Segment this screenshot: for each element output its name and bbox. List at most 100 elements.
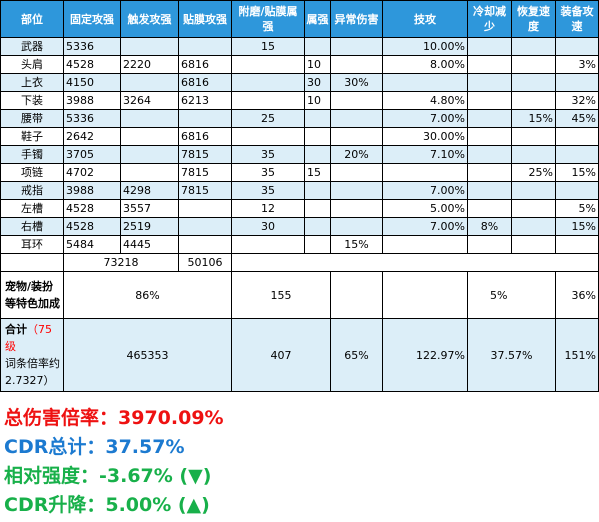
slot-name-cell: 戒指 <box>0 181 64 200</box>
table-cell <box>231 55 305 74</box>
table-cell: 10 <box>304 91 331 110</box>
table-cell <box>330 91 383 110</box>
table-cell <box>467 91 512 110</box>
table-cell: 4528 <box>63 55 121 74</box>
table-cell <box>467 199 512 218</box>
table-cell <box>120 37 179 56</box>
header-row: 部位 固定攻强 触发攻强 贴膜攻强 附磨/贴膜属强 属强 异常伤害 技攻 冷却减少 恢复速度 装备攻… <box>0 0 599 38</box>
bonus-speed: 36% <box>555 271 599 319</box>
table-row: 鞋子 2642 6816 30.00% <box>0 127 599 146</box>
summary-total-damage: 总伤害倍率：3970.09% <box>4 407 224 429</box>
table-cell <box>511 145 556 164</box>
table-cell: 7815 <box>178 163 232 182</box>
table-row: 武器 5336 15 10.00% <box>0 37 599 56</box>
header-cell: 附磨/贴膜属强 <box>231 0 305 38</box>
table-cell: 5.00% <box>382 199 468 218</box>
summary-cdr-change: CDR升降：5.00% (▲) <box>4 494 210 516</box>
table-cell: 6816 <box>178 127 232 146</box>
table-cell: 6816 <box>178 73 232 92</box>
bonus-cd: 5% <box>467 271 556 319</box>
table-cell: 7815 <box>178 145 232 164</box>
table-cell: 3988 <box>63 91 121 110</box>
table-cell <box>330 163 383 182</box>
table-cell <box>330 199 383 218</box>
table-cell: 4528 <box>63 199 121 218</box>
slot-name-cell: 耳环 <box>0 235 64 254</box>
total-label-main: 合计 <box>5 323 27 336</box>
total-row: 合计（75级 词条倍率约2.7327） 465353 407 65% 122.97… <box>0 318 599 392</box>
table-cell: 30 <box>304 73 331 92</box>
table-cell <box>511 181 556 200</box>
table-cell: 25% <box>511 163 556 182</box>
table-cell: 45% <box>555 109 599 128</box>
table-cell <box>511 235 556 254</box>
table-cell: 12 <box>231 199 305 218</box>
slot-name-cell: 手镯 <box>0 145 64 164</box>
total-label-rest: 词条倍率约2.7327） <box>5 357 60 387</box>
table-cell <box>467 73 512 92</box>
subtotal-fixed-trigger: 73218 <box>63 253 179 272</box>
table-cell: 3% <box>555 55 599 74</box>
bonus-elem: 155 <box>231 271 331 319</box>
slot-name-cell: 右槽 <box>0 217 64 236</box>
table-cell <box>511 55 556 74</box>
total-label-level: （75级 <box>5 323 52 353</box>
table-cell <box>555 145 599 164</box>
total-speed: 151% <box>555 318 599 392</box>
table-cell: 4.80% <box>382 91 468 110</box>
table-cell: 35 <box>231 181 305 200</box>
table-cell <box>178 235 232 254</box>
table-cell: 7.10% <box>382 145 468 164</box>
total-elem: 407 <box>231 318 331 392</box>
subtotal-empty-cell <box>0 253 64 272</box>
slot-name-cell: 项链 <box>0 163 64 182</box>
table-cell <box>231 235 305 254</box>
slot-name-cell: 下装 <box>0 91 64 110</box>
table-cell <box>304 181 331 200</box>
table-cell: 35 <box>231 145 305 164</box>
table-cell: 7.00% <box>382 217 468 236</box>
table-cell <box>467 181 512 200</box>
table-cell: 7.00% <box>382 181 468 200</box>
table-cell: 35 <box>231 163 305 182</box>
table-cell <box>178 109 232 128</box>
table-cell: 8% <box>467 217 512 236</box>
table-cell <box>120 145 179 164</box>
total-cdr: 37.57% <box>467 318 556 392</box>
table-cell: 5336 <box>63 37 121 56</box>
table-cell: 5% <box>555 199 599 218</box>
table-cell: 7.00% <box>382 109 468 128</box>
table-cell: 25 <box>231 109 305 128</box>
subtotal-empty-rest <box>231 253 599 272</box>
bonus-skill <box>382 271 468 319</box>
table-cell: 6816 <box>178 55 232 74</box>
table-cell: 4150 <box>63 73 121 92</box>
table-cell <box>382 163 468 182</box>
table-cell: 15% <box>330 235 383 254</box>
table-cell: 32% <box>555 91 599 110</box>
table-row: 腰带 5336 25 7.00% 15% 45% <box>0 109 599 128</box>
table-row: 右槽 4528 2519 30 7.00% 8% 15% <box>0 217 599 236</box>
table-row: 戒指 3988 4298 7815 35 7.00% <box>0 181 599 200</box>
table-cell <box>120 73 179 92</box>
table-cell <box>231 73 305 92</box>
header-cell: 贴膜攻强 <box>178 0 232 38</box>
header-cell: 属强 <box>304 0 331 38</box>
table-cell: 2220 <box>120 55 179 74</box>
table-cell <box>511 91 556 110</box>
header-cell: 装备攻速 <box>555 0 599 38</box>
slot-name-cell: 鞋子 <box>0 127 64 146</box>
table-cell <box>231 91 305 110</box>
table-cell <box>304 199 331 218</box>
table-cell <box>555 37 599 56</box>
table-cell: 8.00% <box>382 55 468 74</box>
table-cell: 30.00% <box>382 127 468 146</box>
table-cell <box>555 235 599 254</box>
table-cell <box>467 109 512 128</box>
table-cell <box>304 37 331 56</box>
table-cell <box>467 145 512 164</box>
table-cell: 30% <box>330 73 383 92</box>
table-cell <box>178 199 232 218</box>
table-row: 耳环 5484 4445 15% <box>0 235 599 254</box>
